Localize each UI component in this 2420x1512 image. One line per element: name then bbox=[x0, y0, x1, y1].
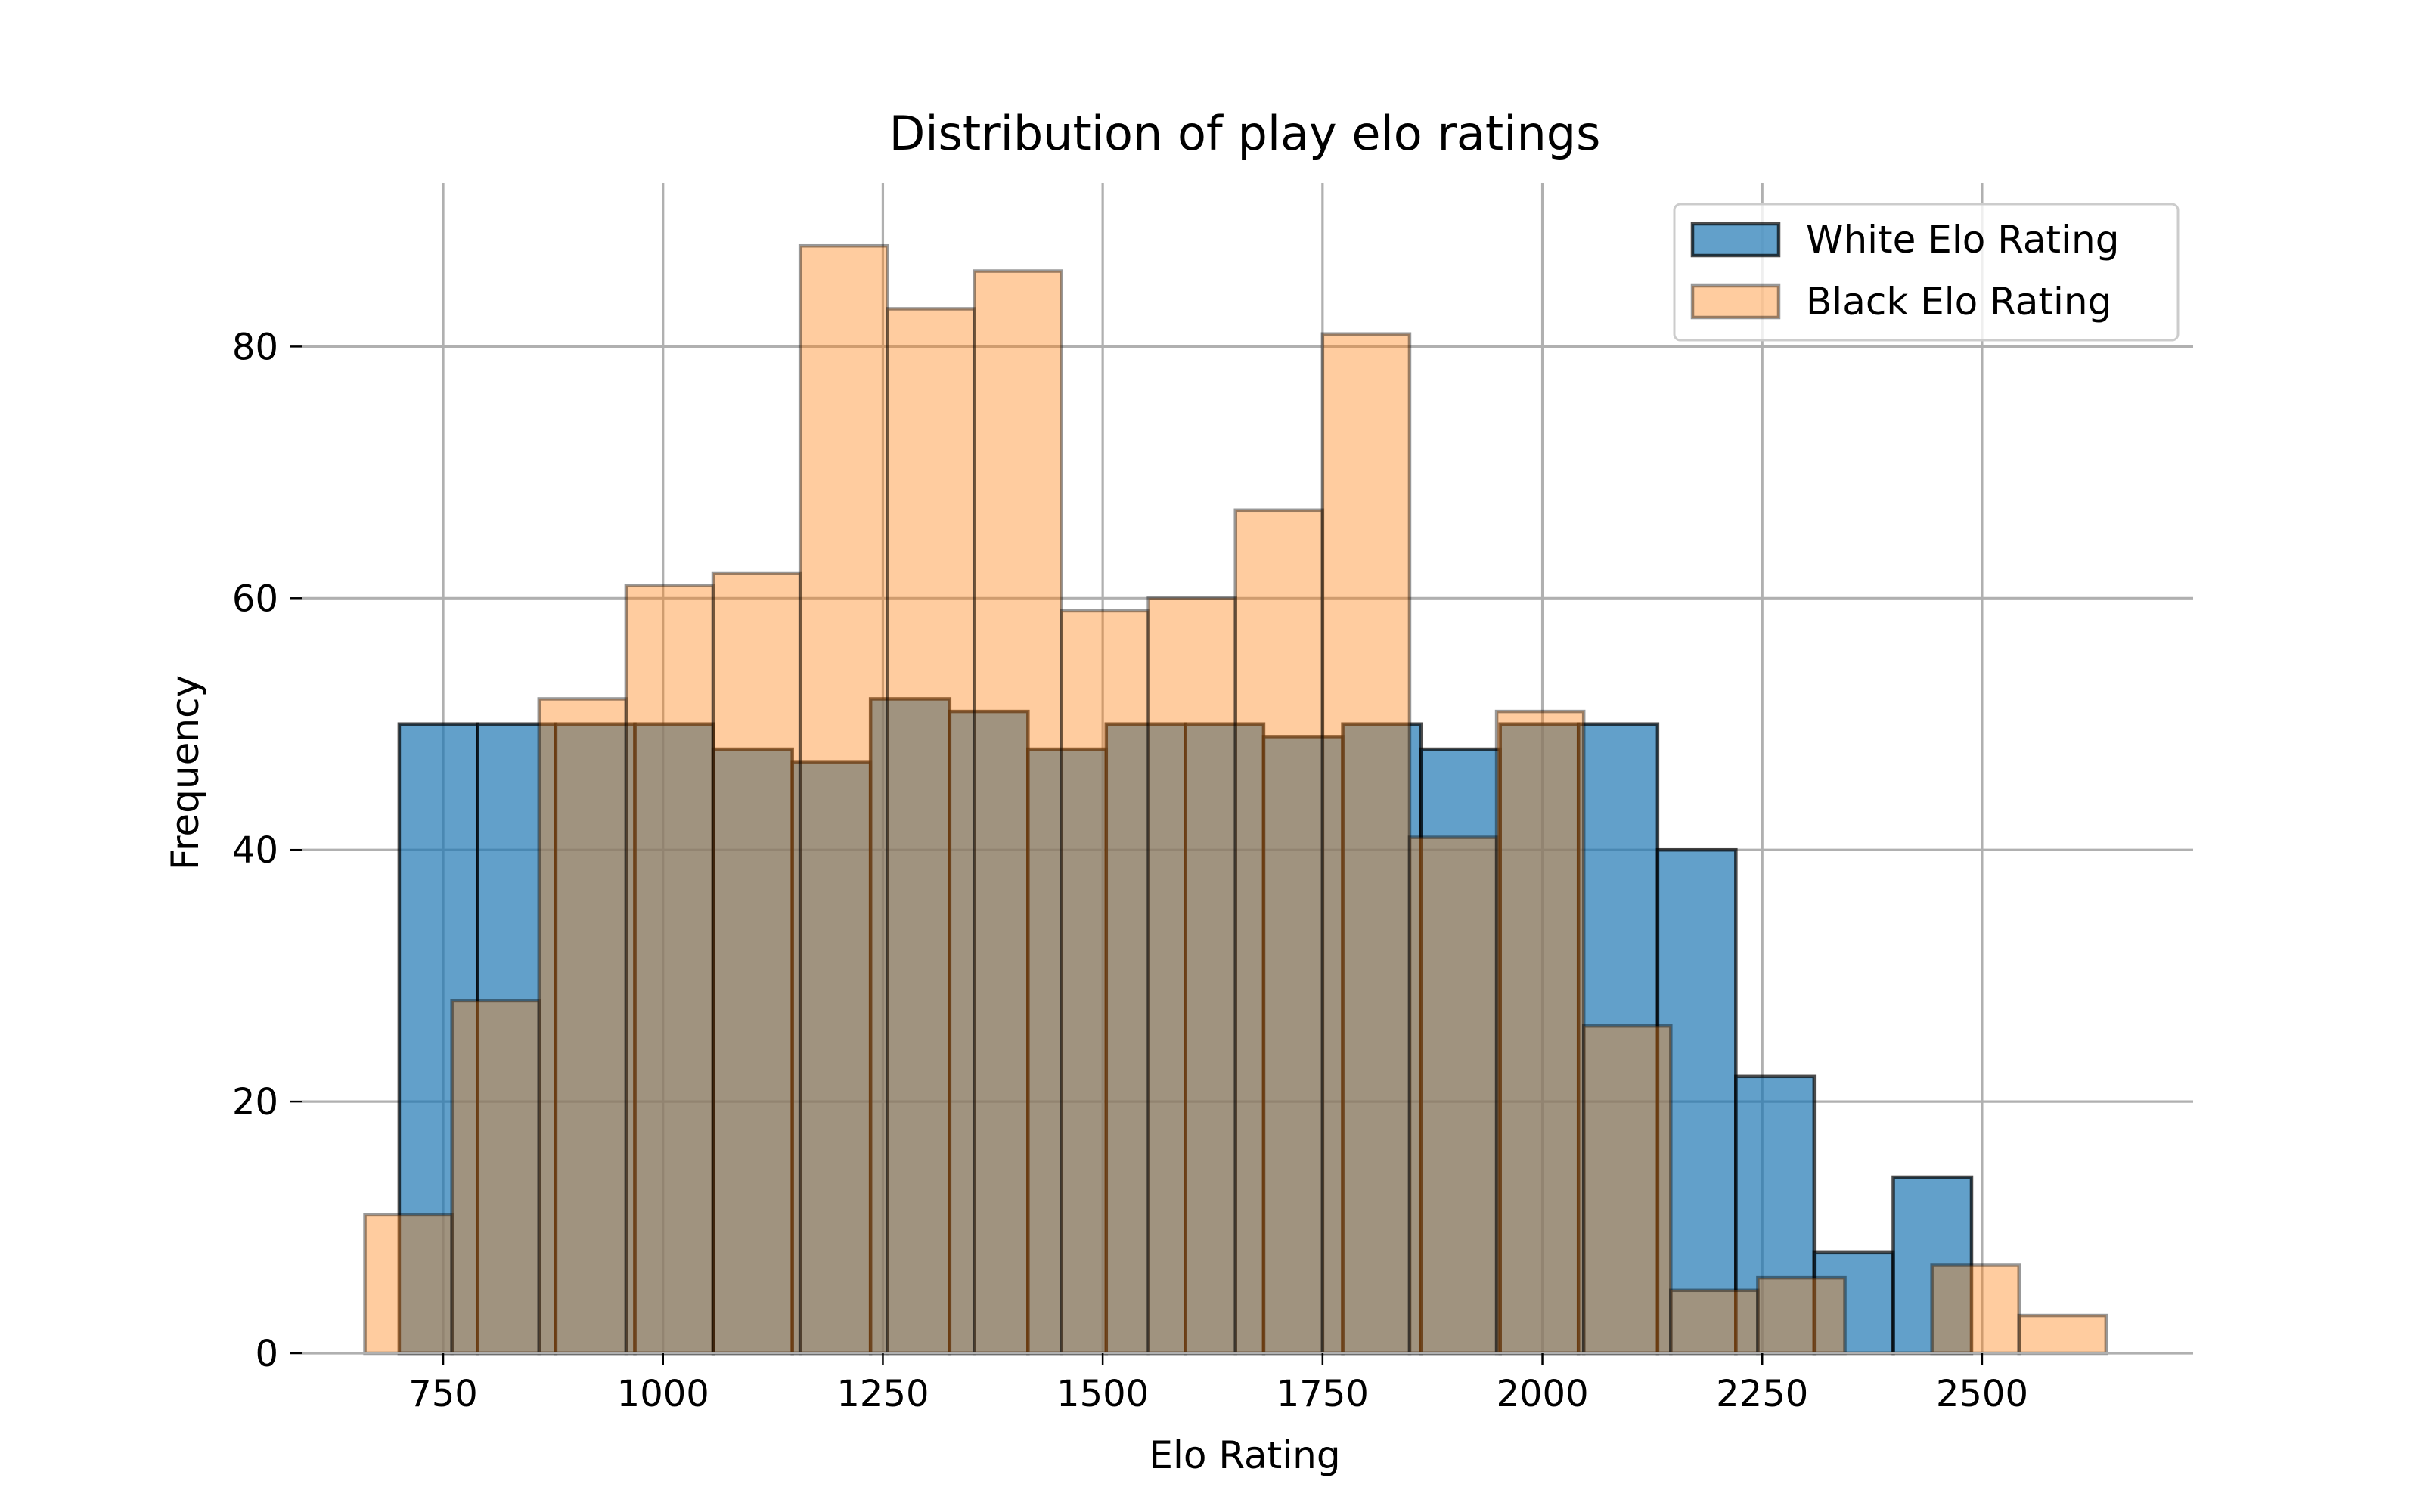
y-tick-label: 40 bbox=[232, 829, 278, 872]
histogram-bar bbox=[1756, 1275, 1847, 1356]
histogram-bar bbox=[886, 307, 976, 1356]
histogram-bar bbox=[1891, 1175, 1974, 1356]
x-axis-label: Elo Rating bbox=[1149, 1433, 1340, 1477]
histogram-bar bbox=[1184, 722, 1266, 1356]
histogram-bar bbox=[1407, 835, 1499, 1356]
legend-label: White Elo Rating bbox=[1806, 218, 2119, 262]
histogram-bar bbox=[450, 999, 541, 1356]
y-axis-label: Frequency bbox=[163, 675, 207, 870]
legend-label: Black Elo Rating bbox=[1806, 280, 2111, 324]
histogram-bar bbox=[1060, 609, 1150, 1356]
y-tick-label: 0 bbox=[255, 1333, 278, 1375]
histogram-bar bbox=[1341, 722, 1423, 1356]
histogram-bar bbox=[1233, 508, 1325, 1356]
legend-swatch bbox=[1690, 222, 1781, 258]
x-tick-label: 2250 bbox=[1716, 1373, 1808, 1415]
y-tick-label: 60 bbox=[232, 578, 278, 620]
legend-box bbox=[1673, 203, 2180, 342]
histogram-bar bbox=[1669, 1288, 1760, 1356]
histogram-bar bbox=[363, 1213, 454, 1356]
series-1-bars bbox=[397, 697, 1974, 1356]
x-tick-label: 1500 bbox=[1056, 1373, 1149, 1415]
histogram-bar bbox=[1320, 332, 1412, 1356]
histogram-bar bbox=[1146, 596, 1237, 1356]
chart-title: Distribution of play elo ratings bbox=[889, 106, 1601, 161]
histogram-bar bbox=[1494, 709, 1586, 1356]
legend-swatch bbox=[1690, 284, 1781, 320]
histogram-bar bbox=[1581, 1024, 1673, 1356]
series-2-bars bbox=[363, 243, 2108, 1356]
histogram-bar bbox=[711, 747, 794, 1356]
histogram-bar bbox=[537, 697, 628, 1356]
histogram-bar bbox=[711, 571, 802, 1356]
histogram-bar bbox=[1930, 1263, 2021, 1356]
histogram-bar bbox=[798, 243, 889, 1356]
histogram-bar bbox=[1812, 1250, 1895, 1356]
histogram-bar bbox=[2017, 1313, 2108, 1356]
histogram-bars bbox=[363, 243, 2108, 1356]
y-tick-label: 80 bbox=[232, 326, 278, 368]
axes: 750 1000 1250 1500 1750 2000 2250 2500 0 20 40 60 80 bbox=[232, 326, 2193, 1415]
legend: White Elo Rating Black Elo Rating bbox=[1673, 203, 2180, 342]
histogram-bar bbox=[624, 584, 715, 1356]
x-tick-label: 750 bbox=[408, 1373, 478, 1415]
x-tick-label: 1250 bbox=[836, 1373, 929, 1415]
x-tick-label: 1750 bbox=[1277, 1373, 1369, 1415]
histogram-bar bbox=[1576, 722, 1660, 1356]
x-tick-label: 2500 bbox=[1936, 1373, 2028, 1415]
histogram-bar bbox=[554, 722, 637, 1356]
histogram-bar bbox=[1498, 722, 1581, 1356]
y-tick-label: 20 bbox=[232, 1081, 278, 1123]
histogram-bar bbox=[973, 269, 1063, 1356]
histogram-bar bbox=[1419, 747, 1502, 1356]
histogram-bar bbox=[1026, 747, 1109, 1356]
histogram-bar bbox=[868, 697, 952, 1356]
x-tick-label: 2000 bbox=[1496, 1373, 1588, 1415]
x-tick-label: 1000 bbox=[617, 1373, 709, 1415]
histogram-bar bbox=[1655, 847, 1738, 1356]
histogram-bar bbox=[1734, 1074, 1817, 1356]
